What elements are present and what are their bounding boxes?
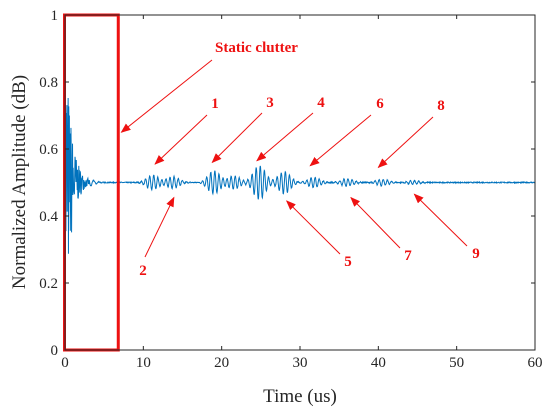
- annotation-arrow: [309, 114, 372, 167]
- echo-label: 3: [266, 95, 274, 111]
- echo-label: 2: [139, 263, 147, 279]
- x-tick-label: 50: [449, 355, 464, 371]
- annotation-arrow: [285, 200, 341, 255]
- x-axis-label: Time (us): [263, 386, 337, 407]
- y-tick-label: 0.4: [39, 209, 58, 225]
- y-axis: 0 0.2 0.4 0.6 0.8 1: [39, 8, 535, 359]
- annotation-arrow: [256, 112, 314, 162]
- annotation-arrow: [413, 193, 468, 247]
- annotation-arrow: [154, 114, 208, 165]
- echo-label: 6: [376, 96, 384, 112]
- x-tick-label: 0: [61, 355, 69, 371]
- y-tick-label: 1: [51, 8, 59, 24]
- annotation-layer: Static clutter 1 2 3 4 5 6 7 8 9: [120, 40, 480, 279]
- x-tick-label: 10: [136, 355, 151, 371]
- echo-label: 7: [404, 248, 412, 264]
- y-tick-label: 0.2: [39, 276, 58, 292]
- echo-label: 8: [437, 98, 445, 114]
- x-tick-label: 20: [214, 355, 229, 371]
- echo-label: 9: [472, 246, 480, 262]
- x-tick-label: 40: [371, 355, 386, 371]
- static-clutter-label: Static clutter: [215, 40, 298, 56]
- annotation-arrow: [144, 196, 175, 258]
- annotation-arrow: [350, 196, 401, 249]
- echo-label: 4: [317, 95, 325, 111]
- y-axis-label: Normalized Amplitude (dB): [9, 75, 30, 289]
- annotation-arrow: [211, 112, 263, 164]
- x-axis: 0 10 20 30 40 50 60: [61, 15, 543, 371]
- x-tick-label: 30: [293, 355, 308, 371]
- annotation-arrow: [377, 116, 434, 169]
- series-line: [64, 98, 536, 350]
- x-tick-label: 60: [528, 355, 543, 371]
- echo-label: 1: [211, 96, 219, 112]
- y-tick-label: 0.6: [39, 142, 58, 158]
- y-tick-label: 0.8: [39, 75, 58, 91]
- y-tick-label: 0: [51, 343, 59, 359]
- annotation-arrow: [120, 59, 213, 133]
- echo-label: 5: [344, 254, 352, 270]
